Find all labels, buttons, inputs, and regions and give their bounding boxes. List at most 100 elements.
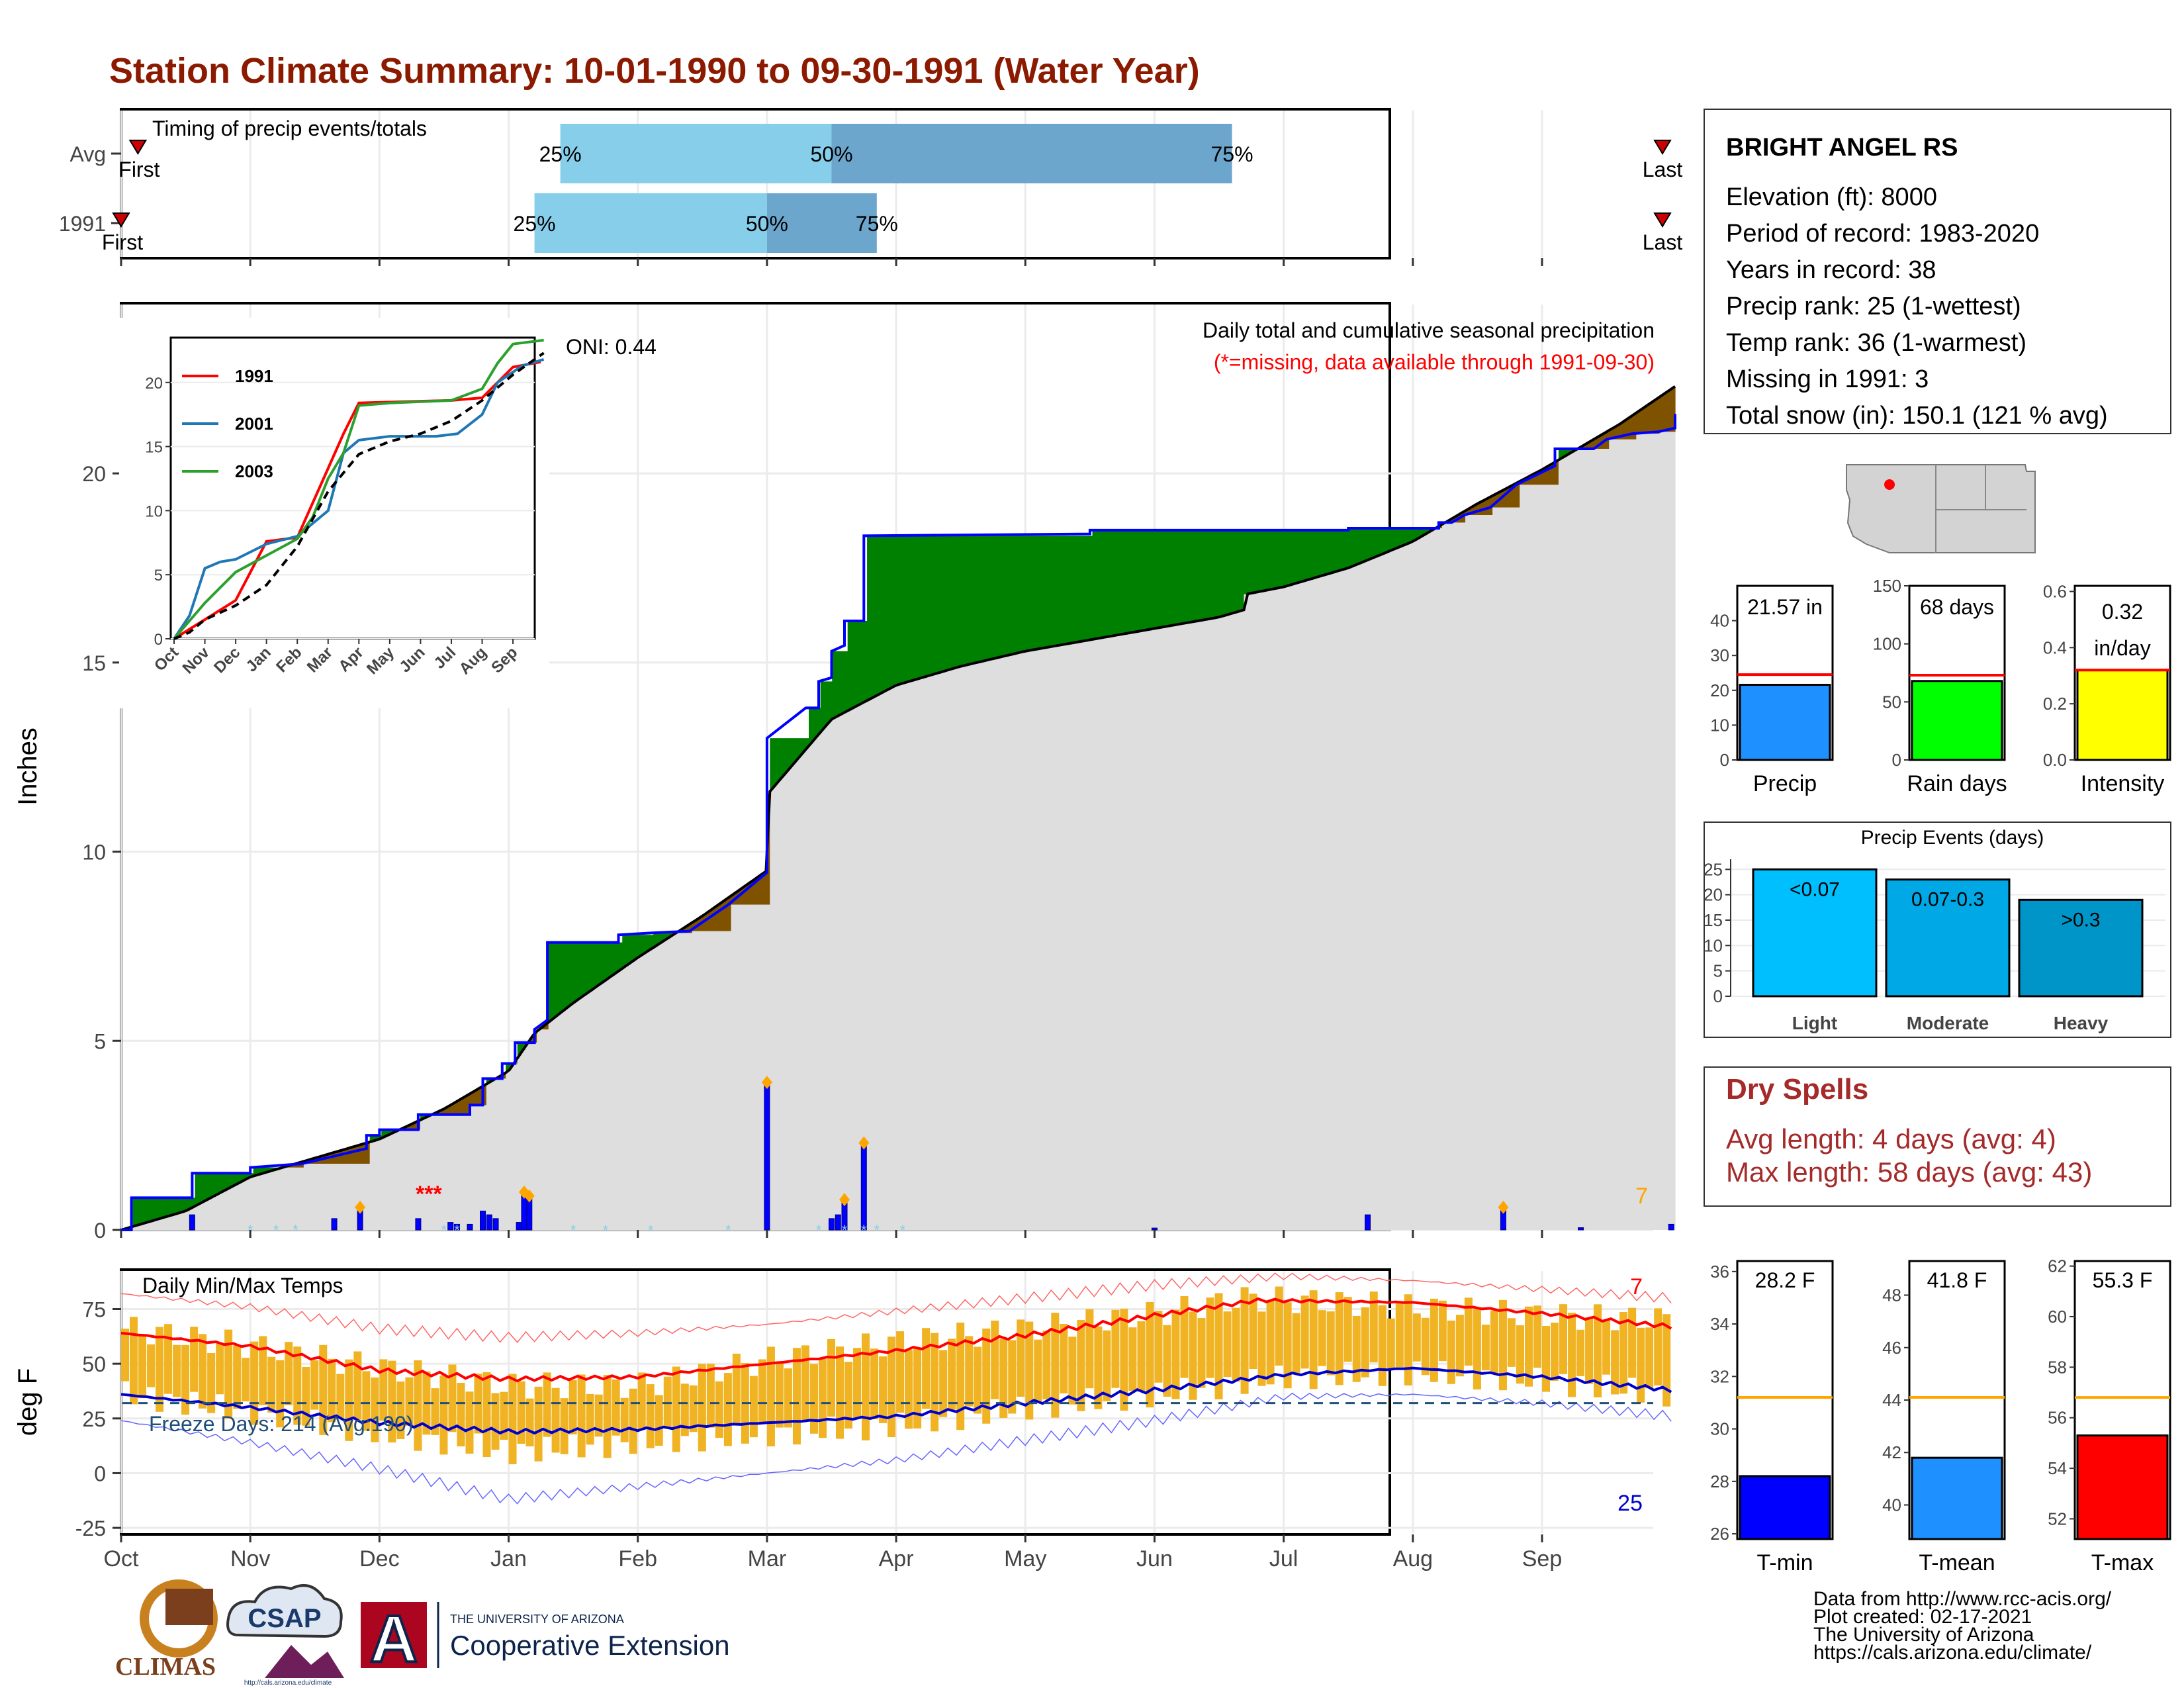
temp-x-tick-label: Mar — [748, 1546, 787, 1571]
cumulative-average-area — [1150, 628, 1156, 1230]
cumulative-average-area — [300, 1167, 304, 1230]
wetter-than-average-area — [226, 1173, 230, 1189]
cumulative-average-area — [513, 1063, 518, 1230]
drier-than-average-area — [1647, 403, 1653, 434]
wetter-than-average-area — [1259, 530, 1264, 592]
cumulative-average-area — [327, 1164, 332, 1230]
wetter-than-average-area — [1158, 530, 1163, 628]
drier-than-average-area — [1640, 408, 1645, 434]
events-y-tick-label: 20 — [1704, 885, 1723, 905]
cumulative-average-area — [1453, 522, 1458, 1230]
cumulative-average-area — [1372, 557, 1377, 1230]
drier-than-average-area — [1543, 467, 1547, 485]
cumulative-average-area — [1314, 577, 1318, 1230]
daily-temp-range-bar — [1551, 1323, 1559, 1382]
wetter-than-average-area — [591, 942, 596, 990]
cumulative-average-area — [1574, 449, 1578, 1230]
cumulative-average-area — [828, 721, 833, 1230]
cumulative-average-area — [672, 933, 678, 1230]
summary-category-label: Intensity — [2081, 771, 2165, 796]
daily-temp-range-bar — [1533, 1305, 1541, 1368]
wetter-than-average-area — [1364, 528, 1369, 561]
cumulative-average-area — [1205, 619, 1210, 1230]
timing-q50-label: 50% — [810, 142, 852, 166]
cumulative-average-area — [1414, 539, 1420, 1230]
drier-than-average-area — [1531, 474, 1536, 485]
cumulative-average-area — [1364, 560, 1369, 1230]
daily-temp-range-bar — [1171, 1309, 1180, 1399]
cumulative-average-area — [964, 665, 969, 1230]
cumulative-average-area — [280, 1167, 285, 1230]
daily-precip-bar — [453, 1223, 460, 1231]
daily-temp-range-bar — [1025, 1321, 1034, 1420]
temp-summary-y-tick-label: 52 — [2048, 1509, 2067, 1528]
daily-temp-range-bar — [1430, 1298, 1438, 1382]
cumulative-average-area — [486, 1083, 491, 1230]
daily-temp-range-bar — [1146, 1301, 1154, 1408]
events-bar — [2018, 898, 2144, 998]
cumulative-average-area — [1018, 652, 1023, 1230]
timing-title: Timing of precip events/totals — [152, 117, 427, 140]
wetter-than-average-area — [878, 536, 884, 694]
cumulative-average-area — [257, 1174, 261, 1230]
temp-x-tick-label: May — [1004, 1546, 1046, 1571]
daily-temp-range-bar — [577, 1374, 586, 1458]
wetter-than-average-area — [253, 1167, 258, 1176]
wetter-than-average-area — [1414, 528, 1420, 539]
drier-than-average-area — [439, 1109, 444, 1115]
cumulative-average-area — [618, 970, 623, 1230]
daily-precip-bar — [331, 1218, 338, 1231]
wetter-than-average-area — [805, 738, 809, 749]
wetter-than-average-area — [187, 1197, 192, 1209]
wetter-than-average-area — [179, 1197, 184, 1213]
drier-than-average-area — [482, 1085, 487, 1105]
cumulative-average-area — [1275, 588, 1279, 1230]
wetter-than-average-area — [925, 536, 930, 677]
cumulative-average-area — [1042, 647, 1046, 1230]
cumulative-average-area — [1535, 485, 1540, 1231]
wetter-than-average-area — [261, 1167, 265, 1174]
cumulative-average-area — [1287, 585, 1291, 1230]
daily-temp-range-bar — [379, 1359, 388, 1421]
cumulative-average-area — [1189, 622, 1194, 1230]
cumulative-average-area — [836, 716, 841, 1230]
cumulative-average-area — [595, 986, 600, 1230]
inset-frame — [169, 336, 536, 640]
cumulative-average-area — [1108, 636, 1113, 1230]
daily-temp-range-bar — [680, 1383, 689, 1436]
temp-summary-y-tick-label: 36 — [1710, 1262, 1729, 1282]
wetter-than-average-area — [1104, 530, 1109, 637]
cumulative-average-area — [296, 1167, 300, 1230]
cumulative-average-area — [1003, 655, 1007, 1230]
cumulative-average-area — [1244, 594, 1248, 1230]
cumulative-average-area — [167, 1215, 172, 1230]
timing-row-label: Avg — [69, 142, 106, 166]
wetter-than-average-area — [373, 1135, 379, 1141]
cumulative-average-area — [369, 1141, 375, 1230]
drier-than-average-area — [350, 1147, 355, 1164]
daily-temp-range-bar — [233, 1345, 242, 1409]
wetter-than-average-area — [1166, 530, 1171, 626]
cumulative-average-area — [564, 1008, 569, 1230]
cumulative-average-area — [1426, 532, 1431, 1230]
daily-temp-range-bar — [1034, 1339, 1042, 1403]
cumulative-average-area — [346, 1164, 351, 1230]
daily-temp-range-bar — [1180, 1296, 1189, 1378]
summary-value-unit: in/day — [2094, 636, 2150, 660]
wetter-than-average-area — [218, 1173, 223, 1193]
tmin-average-line — [120, 1366, 1672, 1435]
daily-temp-range-bar — [1387, 1318, 1395, 1369]
cumulative-average-area — [739, 904, 743, 1230]
cumulative-average-area — [517, 1055, 522, 1230]
wetter-than-average-area — [901, 536, 907, 683]
wetter-than-average-area — [801, 738, 805, 753]
wetter-than-average-area — [140, 1197, 145, 1224]
daily-temp-range-bar — [1645, 1327, 1654, 1389]
cumulative-average-area — [727, 931, 732, 1230]
cumulative-average-area — [502, 1078, 506, 1230]
cumulative-average-area — [284, 1167, 289, 1230]
timing-bar-50-75 — [831, 124, 1232, 183]
wetter-than-average-area — [633, 935, 639, 959]
cumulative-average-area — [1057, 645, 1062, 1230]
precip-y-tick-label: 5 — [94, 1029, 106, 1053]
